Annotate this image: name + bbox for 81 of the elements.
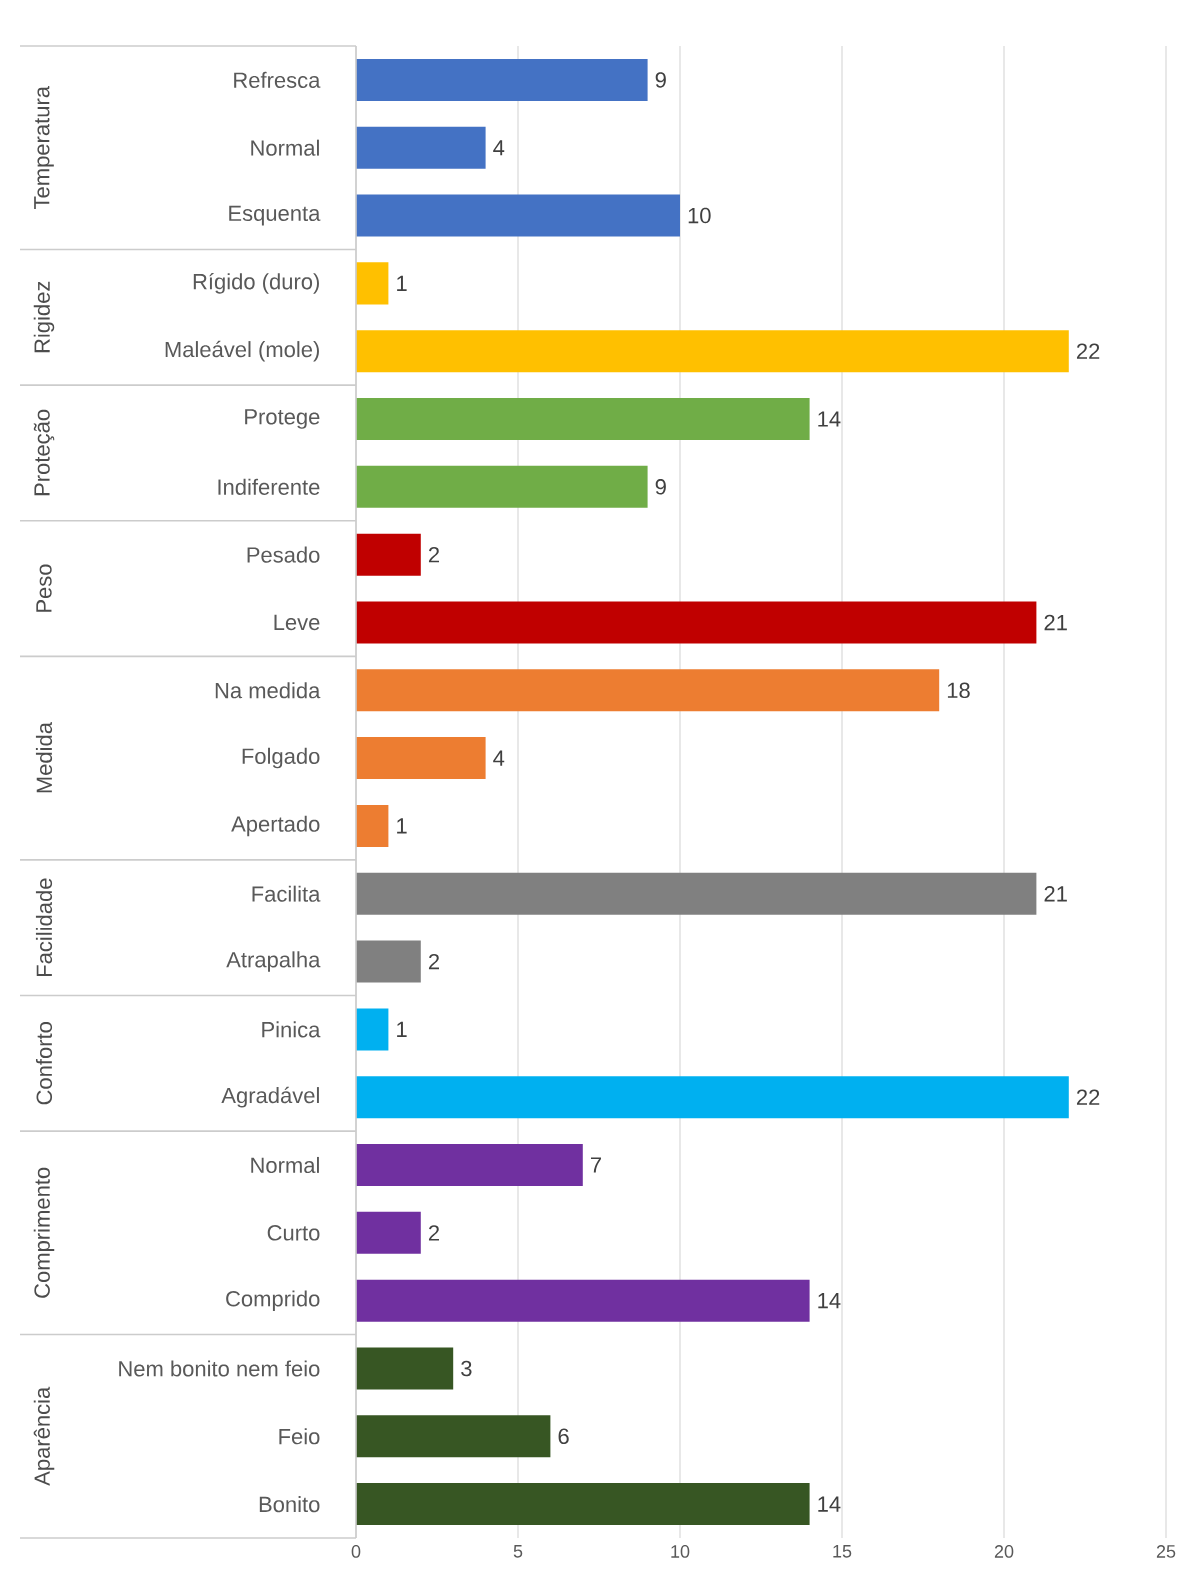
bar: [356, 1347, 454, 1390]
text: Temperatura: [34, 85, 54, 209]
y-tick-label: Leve: [274, 614, 320, 631]
x-tick-label: 20: [994, 1545, 1014, 1558]
data-label: 6: [558, 1428, 569, 1445]
data-label: 10: [688, 207, 711, 224]
data-label: 1: [397, 1021, 407, 1037]
text: Proteção: [33, 409, 55, 496]
data-label: 3: [461, 1360, 472, 1377]
y-tick-label: Feio: [279, 1428, 320, 1445]
y-tick-label: Pesado: [247, 546, 320, 563]
y-tick-label: Comprido: [226, 1290, 320, 1311]
data-label: 9: [655, 72, 666, 88]
x-tick-label: 25: [1156, 1545, 1176, 1558]
data-label: 4: [493, 750, 505, 766]
y-tick-label: Apertado: [231, 815, 320, 837]
data-label: 14: [818, 1496, 841, 1512]
y-tick-label: Agradável: [221, 1086, 319, 1108]
data-label: 9: [655, 479, 666, 495]
y-tick-label: Na medida: [215, 682, 321, 699]
bar: [356, 533, 421, 576]
bar: [356, 1008, 389, 1051]
bar: [356, 601, 1037, 644]
x-tick-label: 10: [671, 1545, 690, 1558]
y-tick-label: Atrapalha: [226, 951, 321, 972]
data-label: 21: [1044, 886, 1067, 902]
text: Medida: [35, 722, 53, 793]
data-label: 22: [1076, 343, 1100, 359]
data-label: 2: [428, 1225, 439, 1241]
y-tick-label: Protege: [245, 409, 320, 429]
data-label: 14: [818, 1293, 841, 1309]
x-tick-label: 0: [351, 1545, 361, 1558]
data-label: 7: [590, 1157, 601, 1173]
bar: [356, 1144, 583, 1187]
y-tick-label: Pinica: [262, 1021, 321, 1038]
y-tick-label: Refresca: [234, 71, 321, 88]
bar: [356, 1279, 810, 1322]
bar: [356, 940, 421, 983]
data-label: 1: [397, 818, 407, 834]
bar: [356, 1483, 810, 1526]
y-tick-label: Normal: [251, 139, 319, 156]
text: Conforto: [35, 1022, 53, 1105]
x-tick-label: 15: [833, 1545, 852, 1558]
y-tick-label: Facilita: [252, 885, 321, 902]
bar: [356, 262, 389, 305]
bar: [356, 872, 1037, 915]
bar: [356, 126, 486, 169]
data-label: 2: [428, 953, 439, 970]
data-label: 4: [493, 140, 505, 156]
bar: [356, 398, 810, 441]
y-tick-label: Indiferente: [218, 478, 320, 495]
bar: [356, 194, 680, 237]
data-label: 22: [1076, 1089, 1100, 1105]
y-tick-label: Curto: [267, 1225, 320, 1241]
data-label: 2: [428, 546, 439, 563]
x-tick-label: 5: [513, 1545, 523, 1558]
text: Facilidade: [35, 878, 53, 976]
data-label: 21: [1044, 614, 1067, 631]
y-tick-label: Esquenta: [229, 205, 321, 226]
bar: [356, 58, 648, 101]
y-tick-label: Rígido (duro): [193, 273, 319, 294]
data-label: 18: [947, 682, 970, 699]
text: Comprimento: [33, 1167, 55, 1298]
text: Aparência: [33, 1386, 55, 1486]
bar: [356, 1076, 1069, 1119]
data-label: 14: [818, 411, 841, 427]
bar: [356, 330, 1069, 373]
bar: [356, 804, 389, 847]
bar: [356, 669, 940, 712]
bar: [356, 1415, 551, 1458]
bar: [356, 737, 486, 780]
y-tick-label: Maleável (mole): [165, 340, 319, 362]
y-tick-label: Bonito: [259, 1496, 320, 1513]
text: Rigidez: [33, 281, 55, 353]
bar: [356, 465, 648, 508]
bar: [356, 1211, 421, 1254]
y-tick-label: Nem bonito nem feio: [119, 1360, 320, 1377]
text: Peso: [36, 564, 52, 612]
y-tick-label: Folgado: [242, 747, 320, 769]
data-label: 1: [397, 275, 407, 291]
y-tick-label: Normal: [251, 1156, 319, 1174]
